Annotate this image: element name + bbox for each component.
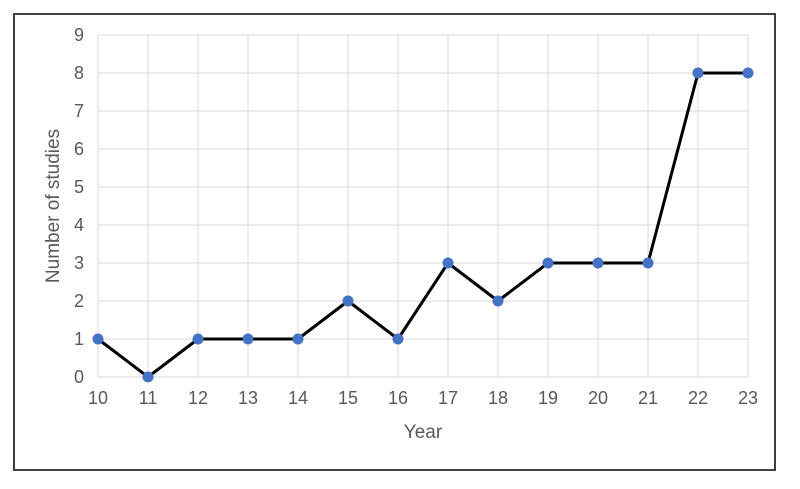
svg-text:0: 0	[74, 367, 84, 387]
svg-text:18: 18	[488, 388, 508, 408]
svg-text:1: 1	[74, 329, 84, 349]
svg-text:5: 5	[74, 177, 84, 197]
svg-text:14: 14	[288, 388, 308, 408]
svg-text:11: 11	[139, 388, 158, 408]
svg-text:23: 23	[738, 388, 758, 408]
svg-text:7: 7	[74, 101, 84, 121]
svg-text:17: 17	[438, 388, 458, 408]
svg-text:13: 13	[238, 388, 258, 408]
svg-text:20: 20	[588, 388, 608, 408]
svg-text:4: 4	[74, 215, 84, 235]
svg-text:8: 8	[74, 63, 84, 83]
y-axis-title: Number of studies	[43, 128, 64, 284]
svg-text:15: 15	[338, 388, 358, 408]
svg-text:21: 21	[638, 388, 658, 408]
chart-frame	[13, 13, 776, 471]
svg-text:22: 22	[688, 388, 708, 408]
x-axis-title: Year	[403, 422, 443, 443]
svg-text:9: 9	[74, 25, 84, 45]
svg-text:10: 10	[88, 388, 108, 408]
svg-text:6: 6	[74, 139, 84, 159]
svg-text:2: 2	[74, 291, 84, 311]
svg-text:16: 16	[388, 388, 408, 408]
svg-text:3: 3	[74, 253, 84, 273]
svg-text:12: 12	[188, 388, 208, 408]
svg-text:19: 19	[538, 388, 558, 408]
